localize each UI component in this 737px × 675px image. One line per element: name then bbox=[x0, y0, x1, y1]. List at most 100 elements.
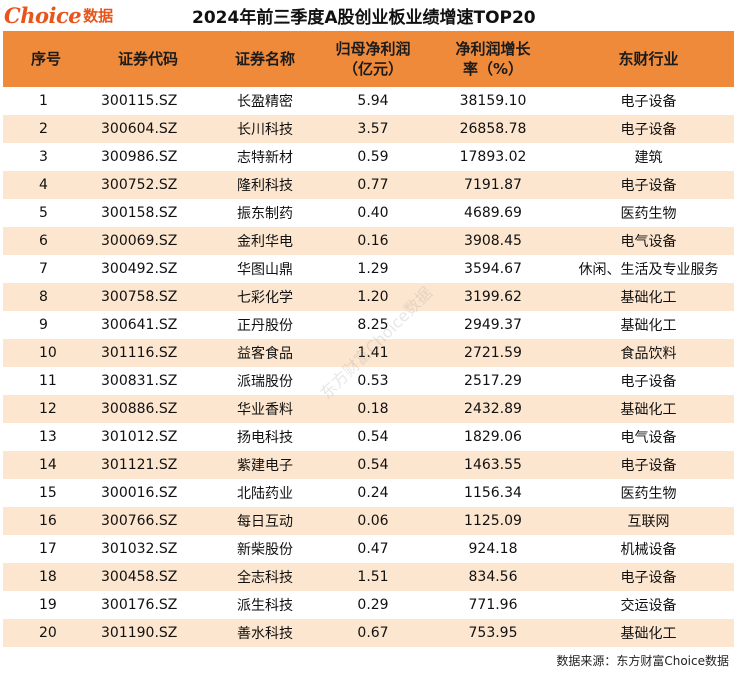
ranking-table: 序号 证券代码 证券名称 归母净利润 （亿元） 净利润增长 率（%） 东财行业 … bbox=[3, 31, 734, 647]
cell-index: 7 bbox=[3, 255, 89, 283]
cell-industry: 基础化工 bbox=[563, 395, 734, 423]
cell-industry: 建筑 bbox=[563, 143, 734, 171]
choice-logo: Choice 数据 bbox=[4, 3, 113, 28]
cell-name: 华业香料 bbox=[207, 395, 323, 423]
cell-profit: 5.94 bbox=[323, 87, 423, 115]
cell-growth: 3908.45 bbox=[423, 227, 563, 255]
header-name: 证券名称 bbox=[207, 31, 323, 87]
cell-name: 七彩化学 bbox=[207, 283, 323, 311]
cell-index: 18 bbox=[3, 563, 89, 591]
cell-industry: 电子设备 bbox=[563, 87, 734, 115]
cell-index: 5 bbox=[3, 199, 89, 227]
table-row: 11 300831.SZ 派瑞股份 0.53 2517.29 电子设备 bbox=[3, 367, 734, 395]
cell-profit: 0.24 bbox=[323, 479, 423, 507]
cell-code: 300604.SZ bbox=[89, 115, 207, 143]
cell-index: 12 bbox=[3, 395, 89, 423]
table-row: 4 300752.SZ 隆利科技 0.77 7191.87 电子设备 bbox=[3, 171, 734, 199]
cell-code: 300752.SZ bbox=[89, 171, 207, 199]
table-row: 8 300758.SZ 七彩化学 1.20 3199.62 基础化工 bbox=[3, 283, 734, 311]
cell-growth: 1125.09 bbox=[423, 507, 563, 535]
cell-industry: 互联网 bbox=[563, 507, 734, 535]
cell-profit: 0.29 bbox=[323, 591, 423, 619]
header-code: 证券代码 bbox=[89, 31, 207, 87]
cell-index: 6 bbox=[3, 227, 89, 255]
cell-profit: 0.18 bbox=[323, 395, 423, 423]
table-row: 19 300176.SZ 派生科技 0.29 771.96 交运设备 bbox=[3, 591, 734, 619]
cell-profit: 0.54 bbox=[323, 451, 423, 479]
table-row: 13 301012.SZ 扬电科技 0.54 1829.06 电气设备 bbox=[3, 423, 734, 451]
cell-industry: 机械设备 bbox=[563, 535, 734, 563]
cell-index: 1 bbox=[3, 87, 89, 115]
cell-profit: 0.16 bbox=[323, 227, 423, 255]
cell-code: 301012.SZ bbox=[89, 423, 207, 451]
cell-name: 振东制药 bbox=[207, 199, 323, 227]
cell-name: 志特新材 bbox=[207, 143, 323, 171]
cell-code: 300766.SZ bbox=[89, 507, 207, 535]
cell-name: 紫建电子 bbox=[207, 451, 323, 479]
cell-code: 301116.SZ bbox=[89, 339, 207, 367]
cell-index: 9 bbox=[3, 311, 89, 339]
cell-profit: 0.06 bbox=[323, 507, 423, 535]
page-title: 2024年前三季度A股创业板业绩增速TOP20 bbox=[192, 8, 536, 28]
cell-code: 300758.SZ bbox=[89, 283, 207, 311]
cell-industry: 电气设备 bbox=[563, 227, 734, 255]
cell-index: 13 bbox=[3, 423, 89, 451]
table-row: 14 301121.SZ 紫建电子 0.54 1463.55 电子设备 bbox=[3, 451, 734, 479]
cell-code: 300492.SZ bbox=[89, 255, 207, 283]
table-row: 18 300458.SZ 全志科技 1.51 834.56 电子设备 bbox=[3, 563, 734, 591]
header-index: 序号 bbox=[3, 31, 89, 87]
cell-name: 派生科技 bbox=[207, 591, 323, 619]
cell-growth: 3199.62 bbox=[423, 283, 563, 311]
table-row: 10 301116.SZ 益客食品 1.41 2721.59 食品饮料 bbox=[3, 339, 734, 367]
cell-index: 14 bbox=[3, 451, 89, 479]
cell-code: 300831.SZ bbox=[89, 367, 207, 395]
cell-name: 扬电科技 bbox=[207, 423, 323, 451]
cell-industry: 休闲、生活及专业服务 bbox=[563, 255, 734, 283]
cell-industry: 基础化工 bbox=[563, 311, 734, 339]
cell-index: 2 bbox=[3, 115, 89, 143]
cell-name: 全志科技 bbox=[207, 563, 323, 591]
cell-growth: 834.56 bbox=[423, 563, 563, 591]
cell-index: 3 bbox=[3, 143, 89, 171]
cell-profit: 0.59 bbox=[323, 143, 423, 171]
header-industry: 东财行业 bbox=[563, 31, 734, 87]
cell-code: 300176.SZ bbox=[89, 591, 207, 619]
table-row: 3 300986.SZ 志特新材 0.59 17893.02 建筑 bbox=[3, 143, 734, 171]
table-row: 7 300492.SZ 华图山鼎 1.29 3594.67 休闲、生活及专业服务 bbox=[3, 255, 734, 283]
table-row: 17 301032.SZ 新柴股份 0.47 924.18 机械设备 bbox=[3, 535, 734, 563]
cell-growth: 1829.06 bbox=[423, 423, 563, 451]
cell-growth: 2432.89 bbox=[423, 395, 563, 423]
cell-growth: 771.96 bbox=[423, 591, 563, 619]
table-row: 6 300069.SZ 金利华电 0.16 3908.45 电气设备 bbox=[3, 227, 734, 255]
cell-code: 300886.SZ bbox=[89, 395, 207, 423]
table-row: 2 300604.SZ 长川科技 3.57 26858.78 电子设备 bbox=[3, 115, 734, 143]
cell-growth: 924.18 bbox=[423, 535, 563, 563]
cell-industry: 电子设备 bbox=[563, 115, 734, 143]
cell-name: 隆利科技 bbox=[207, 171, 323, 199]
cell-index: 11 bbox=[3, 367, 89, 395]
cell-code: 300158.SZ bbox=[89, 199, 207, 227]
cell-industry: 基础化工 bbox=[563, 283, 734, 311]
table-row: 12 300886.SZ 华业香料 0.18 2432.89 基础化工 bbox=[3, 395, 734, 423]
cell-profit: 0.67 bbox=[323, 619, 423, 647]
header-growth: 净利润增长 率（%） bbox=[423, 31, 563, 87]
cell-profit: 1.20 bbox=[323, 283, 423, 311]
table-row: 1 300115.SZ 长盈精密 5.94 38159.10 电子设备 bbox=[3, 87, 734, 115]
cell-industry: 电气设备 bbox=[563, 423, 734, 451]
cell-profit: 3.57 bbox=[323, 115, 423, 143]
cell-industry: 交运设备 bbox=[563, 591, 734, 619]
cell-industry: 基础化工 bbox=[563, 619, 734, 647]
cell-growth: 38159.10 bbox=[423, 87, 563, 115]
cell-profit: 0.77 bbox=[323, 171, 423, 199]
cell-profit: 1.51 bbox=[323, 563, 423, 591]
cell-industry: 电子设备 bbox=[563, 367, 734, 395]
cell-index: 4 bbox=[3, 171, 89, 199]
cell-name: 新柴股份 bbox=[207, 535, 323, 563]
cell-code: 300986.SZ bbox=[89, 143, 207, 171]
cell-code: 300115.SZ bbox=[89, 87, 207, 115]
cell-code: 301121.SZ bbox=[89, 451, 207, 479]
table-row: 16 300766.SZ 每日互动 0.06 1125.09 互联网 bbox=[3, 507, 734, 535]
cell-growth: 753.95 bbox=[423, 619, 563, 647]
cell-code: 300016.SZ bbox=[89, 479, 207, 507]
cell-index: 15 bbox=[3, 479, 89, 507]
